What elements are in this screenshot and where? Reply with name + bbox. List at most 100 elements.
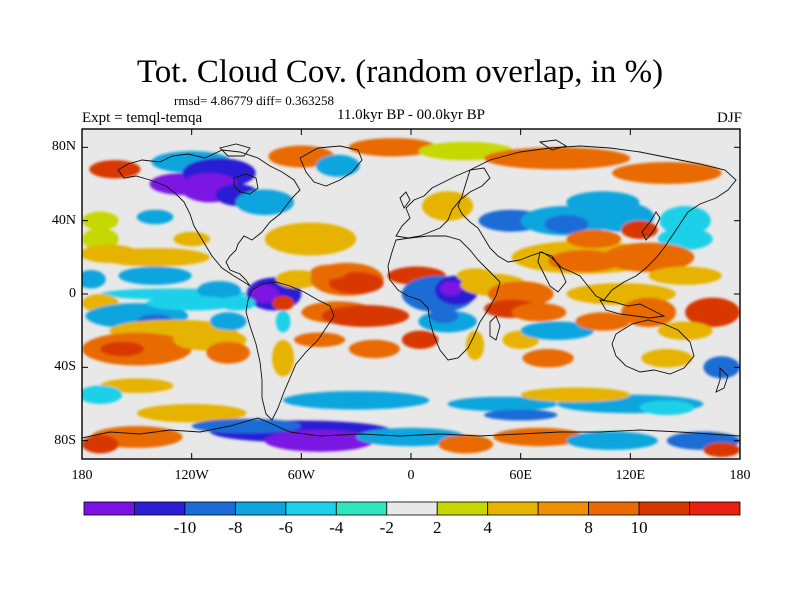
anomaly-region (522, 349, 574, 368)
anomaly-region (82, 435, 119, 454)
coast-madagascar (489, 315, 501, 341)
anomaly-region (191, 418, 302, 434)
colorbar-label: 8 (584, 518, 593, 537)
colorbar-label: 10 (630, 518, 648, 537)
anomaly-region (283, 391, 430, 410)
anomaly-region (621, 220, 658, 239)
anomaly-region (511, 303, 567, 322)
anomaly-region (82, 211, 119, 230)
colorbar-swatch (537, 501, 590, 516)
longitude-label: 120W (174, 468, 209, 483)
coast-new-zealand (715, 366, 729, 393)
anomaly-region (621, 297, 676, 327)
latitude-label: 80N (51, 139, 76, 155)
anomaly-region (321, 305, 410, 327)
longitude-label: 120E (615, 468, 646, 483)
anomaly-region (272, 295, 295, 311)
colorbar-swatch (588, 501, 640, 516)
anomaly-region (348, 138, 437, 157)
anomaly-region (484, 409, 558, 421)
colorbar-swatch (134, 501, 186, 516)
longitude-label: 60W (287, 468, 315, 483)
anomaly-region (456, 268, 494, 284)
experiment-label: Expt = temql-temqa (82, 110, 203, 126)
anomaly-region (422, 191, 474, 221)
colorbar-label: -6 (278, 518, 293, 537)
colorbar-swatch (335, 501, 388, 516)
anomaly-region (264, 222, 357, 256)
coast-australia (611, 319, 695, 375)
coast-greenland (299, 145, 363, 187)
anomaly-region (685, 297, 740, 327)
period-label: 11.0kyr BP - 00.0kyr BP (336, 107, 486, 123)
colorbar-swatch (184, 501, 236, 516)
anomaly-region (484, 147, 631, 170)
anomaly-region (118, 266, 192, 285)
latitude-label: 0 (69, 286, 76, 301)
colorbar-swatch (487, 501, 539, 516)
anomaly-region (348, 339, 400, 359)
anomaly-region (648, 266, 722, 285)
anomaly-region (310, 264, 348, 280)
colorbar-swatch (436, 501, 489, 516)
anomaly-region (544, 215, 589, 234)
anomaly-region (575, 312, 631, 331)
colorbar (83, 501, 741, 516)
anomaly-region (548, 250, 622, 272)
anomaly-region (235, 189, 294, 216)
anomaly-region (641, 349, 693, 368)
longitude-label: 180 (71, 468, 93, 483)
longitude-label: 60E (509, 468, 532, 483)
coast-uk (399, 191, 411, 209)
longitude-label: 0 (407, 468, 415, 483)
colorbar-swatch (689, 501, 741, 516)
anomaly-region (356, 427, 466, 447)
anomaly-region (275, 270, 320, 289)
colorbar-swatch (83, 501, 135, 516)
coastlines (82, 139, 740, 439)
anomaly-region (316, 154, 360, 177)
coast-hudson-bay (233, 173, 259, 195)
colorbar-label: -2 (379, 518, 394, 537)
colorbar-label: -4 (329, 518, 344, 537)
anomaly-region (657, 228, 713, 250)
anomaly-region (520, 321, 594, 340)
anomaly-region (82, 385, 123, 404)
anomaly-region (703, 356, 740, 379)
anomaly-region (659, 206, 711, 236)
anomaly-region (602, 242, 695, 272)
anomaly-region (272, 339, 295, 377)
anomaly-region (703, 442, 740, 458)
anomaly-region (264, 429, 375, 452)
anomaly-region (612, 162, 722, 184)
anomaly-region (275, 310, 291, 333)
coast-maritime (599, 299, 666, 319)
anomaly-region (197, 281, 242, 300)
anomaly-region (100, 341, 145, 357)
anomaly-region (136, 209, 174, 225)
coast-south-america (245, 281, 335, 421)
anomaly-region (639, 400, 695, 416)
anomaly-region (657, 321, 713, 340)
anomaly-region (328, 272, 384, 294)
anomaly-region (465, 330, 485, 360)
anomaly-region (136, 404, 247, 423)
colorbar-label: -8 (228, 518, 243, 537)
coast-north-america (117, 149, 301, 287)
anomaly-region (100, 378, 174, 394)
anomaly-region (520, 387, 631, 403)
colorbar-swatch (386, 501, 438, 516)
anomaly-region (146, 295, 238, 311)
anomaly-region (566, 229, 622, 249)
anomaly-region (438, 435, 494, 454)
coast-india (537, 251, 567, 293)
longitude-label: 180 (729, 468, 751, 483)
anomaly-region (209, 312, 247, 331)
anomaly-region (294, 332, 346, 348)
coast-arctic-islands (219, 139, 568, 157)
anomaly-region (566, 191, 640, 214)
colorbar-label: -10 (173, 518, 197, 537)
latitude-label: 40N (51, 212, 76, 228)
coast-japan (641, 211, 661, 241)
